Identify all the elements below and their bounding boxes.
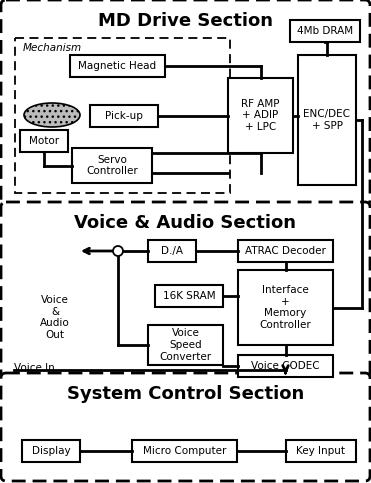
Text: System Control Section: System Control Section — [67, 385, 304, 403]
Text: ATRAC Decoder: ATRAC Decoder — [245, 246, 326, 256]
FancyBboxPatch shape — [1, 202, 370, 377]
FancyBboxPatch shape — [155, 285, 223, 307]
Text: Voice & Audio Section: Voice & Audio Section — [75, 214, 296, 232]
FancyBboxPatch shape — [70, 55, 165, 77]
FancyBboxPatch shape — [1, 373, 370, 481]
Ellipse shape — [24, 103, 80, 127]
Text: 16K SRAM: 16K SRAM — [163, 291, 215, 301]
Text: Key Input: Key Input — [296, 446, 345, 456]
FancyBboxPatch shape — [238, 270, 333, 345]
Text: Pick-up: Pick-up — [105, 111, 143, 121]
FancyBboxPatch shape — [238, 240, 333, 262]
Text: Voice CODEC: Voice CODEC — [251, 361, 320, 371]
Text: Micro Computer: Micro Computer — [143, 446, 226, 456]
Text: Display: Display — [32, 446, 70, 456]
FancyBboxPatch shape — [20, 130, 68, 152]
Text: MD Drive Section: MD Drive Section — [98, 12, 273, 30]
FancyBboxPatch shape — [132, 440, 237, 462]
Text: ENC/DEC
+ SPP: ENC/DEC + SPP — [303, 109, 351, 131]
Text: Servo
Controller: Servo Controller — [86, 155, 138, 176]
FancyBboxPatch shape — [286, 440, 356, 462]
FancyBboxPatch shape — [15, 38, 230, 193]
FancyBboxPatch shape — [148, 240, 196, 262]
Circle shape — [113, 246, 123, 256]
Text: D./A: D./A — [161, 246, 183, 256]
FancyBboxPatch shape — [238, 355, 333, 377]
Text: Magnetic Head: Magnetic Head — [78, 61, 157, 71]
FancyBboxPatch shape — [298, 55, 356, 185]
Text: Voice
&
Audio
Out: Voice & Audio Out — [40, 295, 70, 340]
FancyBboxPatch shape — [148, 325, 223, 365]
Text: Voice
Speed
Converter: Voice Speed Converter — [160, 328, 211, 362]
Text: 4Mb DRAM: 4Mb DRAM — [297, 26, 353, 36]
FancyBboxPatch shape — [22, 440, 80, 462]
FancyBboxPatch shape — [1, 0, 370, 205]
FancyBboxPatch shape — [72, 148, 152, 183]
FancyBboxPatch shape — [290, 20, 360, 42]
Text: Mechanism: Mechanism — [23, 43, 82, 53]
FancyBboxPatch shape — [90, 105, 158, 127]
Text: Motor: Motor — [29, 136, 59, 146]
FancyBboxPatch shape — [228, 78, 293, 153]
Text: Voice In: Voice In — [14, 363, 55, 373]
Text: RF AMP
+ ADIP
+ LPC: RF AMP + ADIP + LPC — [241, 99, 280, 132]
Text: Interface
+
Memory
Controller: Interface + Memory Controller — [260, 285, 311, 330]
